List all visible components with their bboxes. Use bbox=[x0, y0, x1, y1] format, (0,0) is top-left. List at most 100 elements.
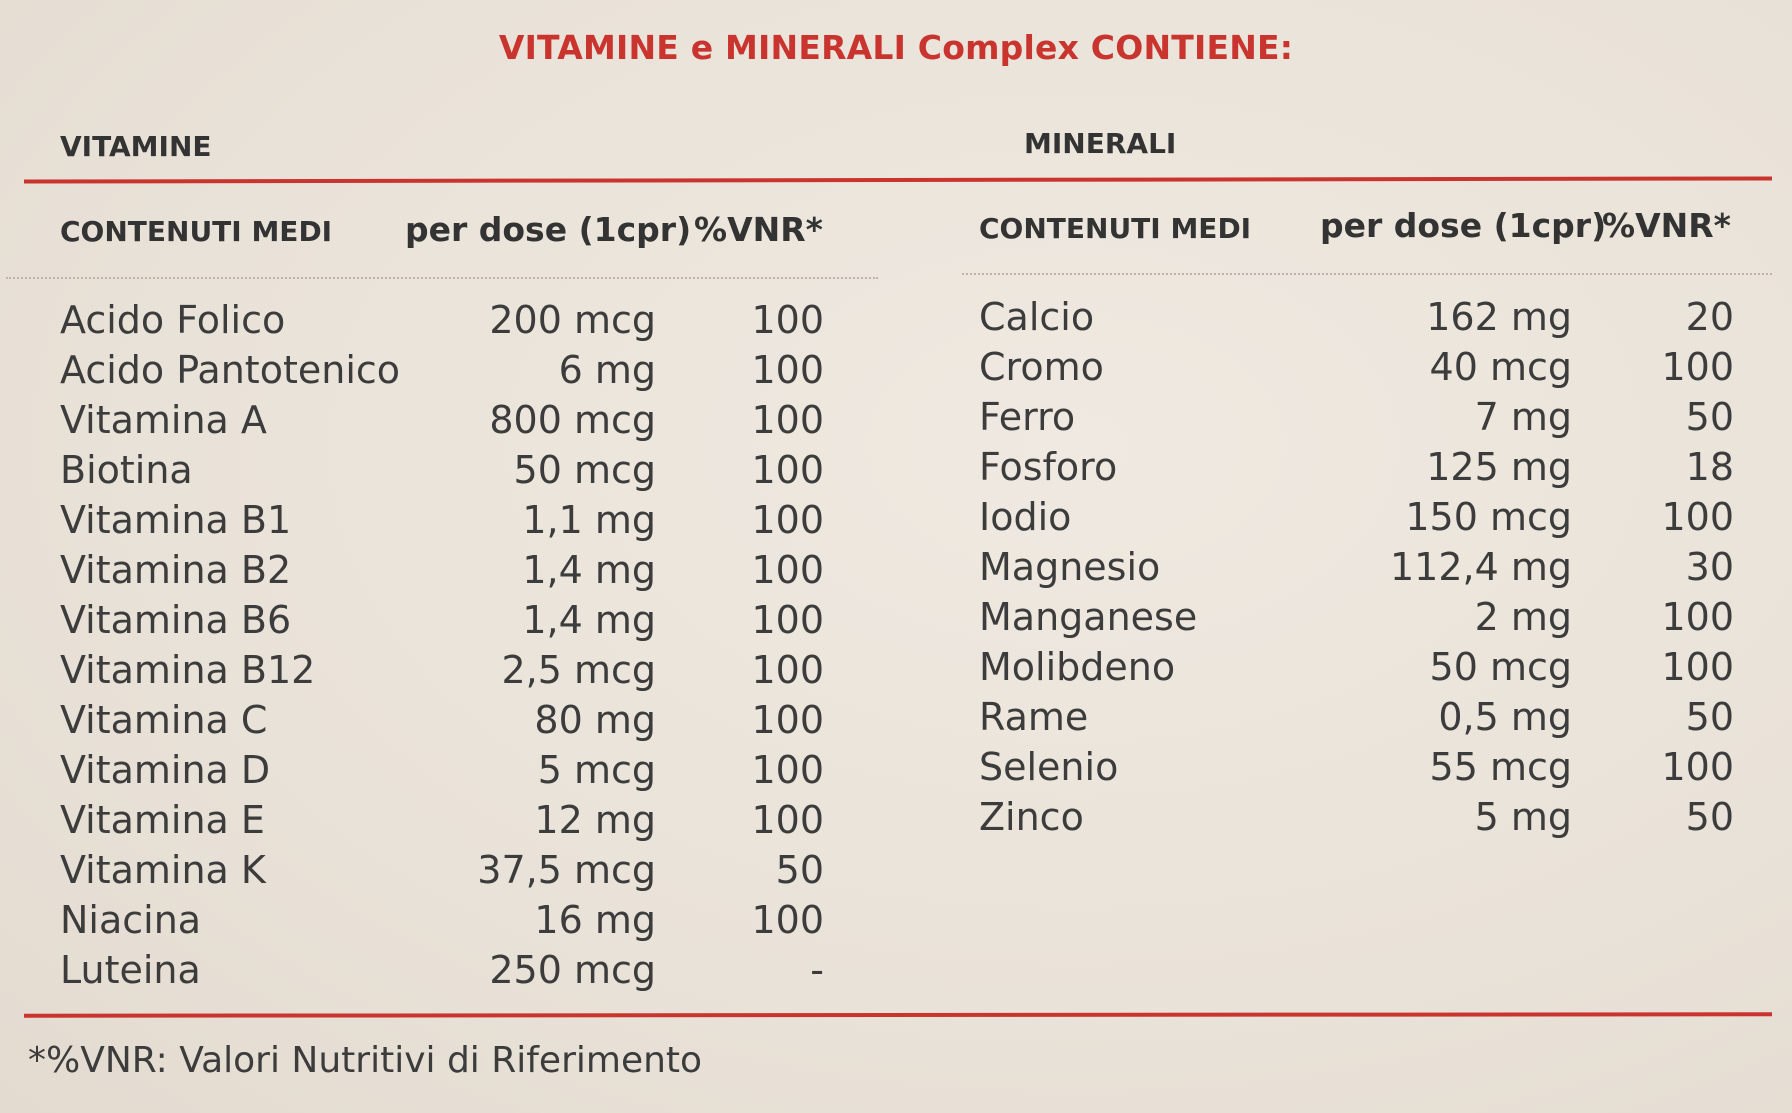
nutrient-vnr: 100 bbox=[751, 798, 824, 842]
top-divider bbox=[23, 176, 1773, 184]
nutrient-dose: 5 mg bbox=[1474, 795, 1572, 839]
nutrient-dose: 2 mg bbox=[1474, 595, 1572, 639]
nutrient-dose: 250 mcg bbox=[489, 948, 656, 992]
nutrient-name: Magnesio bbox=[979, 545, 1161, 589]
vitamine-row: Vitamina E 12 mg 100 bbox=[0, 798, 1792, 848]
nutrient-name: Manganese bbox=[979, 595, 1198, 639]
nutrient-vnr: 100 bbox=[1661, 645, 1734, 689]
nutrient-dose: 50 mcg bbox=[513, 448, 656, 492]
minerali-row: Calcio 162 mg 20 bbox=[0, 295, 1792, 345]
minerali-row: Selenio 55 mcg 100 bbox=[0, 745, 1792, 795]
bottom-divider bbox=[23, 1012, 1773, 1018]
nutrient-vnr: 100 bbox=[1661, 495, 1734, 539]
vitamine-row: Acido Pantotenico 6 mg 100 bbox=[0, 348, 1792, 398]
nutrient-name: Acido Pantotenico bbox=[60, 348, 401, 392]
vitamine-header-divider bbox=[6, 277, 878, 279]
nutrient-vnr: 100 bbox=[751, 898, 824, 942]
vitamine-row: Vitamina B1 1,1 mg 100 bbox=[0, 498, 1792, 548]
minerali-header-dose: per dose (1cpr) bbox=[1320, 206, 1607, 245]
nutrient-name: Selenio bbox=[979, 745, 1119, 789]
vitamine-row: Biotina 50 mcg 100 bbox=[0, 448, 1792, 498]
vitamine-header-dose: per dose (1cpr) bbox=[405, 210, 692, 249]
minerali-row: Manganese 2 mg 100 bbox=[0, 595, 1792, 645]
nutrient-dose: 200 mcg bbox=[489, 298, 656, 342]
nutrient-vnr: 18 bbox=[1685, 445, 1734, 489]
nutrient-vnr: 50 bbox=[1685, 795, 1734, 839]
nutrient-dose: 40 mcg bbox=[1429, 345, 1572, 389]
nutrient-name: Vitamina B2 bbox=[60, 548, 292, 592]
vitamine-header-name: CONTENUTI MEDI bbox=[60, 215, 333, 248]
nutrient-dose: 0,5 mg bbox=[1438, 695, 1572, 739]
nutrient-dose: 125 mg bbox=[1426, 445, 1572, 489]
vitamine-header-vnr: %VNR* bbox=[694, 210, 823, 249]
nutrient-name: Vitamina E bbox=[60, 798, 265, 842]
nutrient-name: Rame bbox=[979, 695, 1089, 739]
nutrient-dose: 50 mcg bbox=[1429, 645, 1572, 689]
nutrient-name: Luteina bbox=[60, 948, 201, 992]
nutrient-vnr: 100 bbox=[1661, 345, 1734, 389]
nutrient-vnr: 100 bbox=[751, 698, 824, 742]
nutrient-name: Molibdeno bbox=[979, 645, 1176, 689]
nutrient-dose: 1,4 mg bbox=[522, 548, 656, 592]
nutrient-name: Biotina bbox=[60, 448, 193, 492]
nutrient-vnr: 50 bbox=[775, 848, 824, 892]
nutrient-vnr: 100 bbox=[1661, 595, 1734, 639]
nutrient-name: Fosforo bbox=[979, 445, 1118, 489]
nutrient-name: Vitamina B1 bbox=[60, 498, 292, 542]
nutrient-name: Vitamina C bbox=[60, 698, 268, 742]
nutrient-name: Iodio bbox=[979, 495, 1072, 539]
nutrient-dose: 1,1 mg bbox=[522, 498, 656, 542]
vitamine-row: Vitamina K 37,5 mcg 50 bbox=[0, 848, 1792, 898]
nutrient-name: Vitamina K bbox=[60, 848, 266, 892]
nutrient-dose: 112,4 mg bbox=[1389, 545, 1572, 589]
vitamine-row: Acido Folico 200 mcg 100 bbox=[0, 298, 1792, 348]
nutrient-dose: 55 mcg bbox=[1429, 745, 1572, 789]
nutrient-vnr: 20 bbox=[1685, 295, 1734, 339]
nutrient-name: Zinco bbox=[979, 795, 1084, 839]
page-title: VITAMINE e MINERALI Complex CONTIENE: bbox=[498, 28, 1294, 67]
nutrient-dose: 16 mg bbox=[534, 898, 656, 942]
nutrient-vnr: 100 bbox=[751, 498, 824, 542]
vitamine-row: Vitamina B6 1,4 mg 100 bbox=[0, 598, 1792, 648]
nutrient-vnr: 100 bbox=[751, 298, 824, 342]
nutrient-dose: 12 mg bbox=[534, 798, 656, 842]
minerali-row: Zinco 5 mg 50 bbox=[0, 795, 1792, 845]
minerali-header-divider bbox=[962, 273, 1772, 275]
nutrient-vnr: 100 bbox=[751, 748, 824, 792]
nutrient-dose: 7 mg bbox=[1474, 395, 1572, 439]
nutrient-vnr: - bbox=[810, 948, 824, 992]
vitamine-row: Vitamina C 80 mg 100 bbox=[0, 698, 1792, 748]
nutrient-vnr: 100 bbox=[751, 398, 824, 442]
nutrient-dose: 37,5 mcg bbox=[477, 848, 656, 892]
vitamine-row: Vitamina B12 2,5 mcg 100 bbox=[0, 648, 1792, 698]
nutrient-name: Vitamina B6 bbox=[60, 598, 292, 642]
nutrient-vnr: 100 bbox=[751, 448, 824, 492]
vitamine-row: Vitamina B2 1,4 mg 100 bbox=[0, 548, 1792, 598]
minerali-row: Molibdeno 50 mcg 100 bbox=[0, 645, 1792, 695]
nutrient-dose: 150 mcg bbox=[1405, 495, 1572, 539]
nutrient-vnr: 100 bbox=[1661, 745, 1734, 789]
minerali-row: Fosforo 125 mg 18 bbox=[0, 445, 1792, 495]
section-label-minerali: MINERALI bbox=[1024, 127, 1177, 160]
minerali-row: Iodio 150 mcg 100 bbox=[0, 495, 1792, 545]
nutrient-vnr: 100 bbox=[751, 598, 824, 642]
nutrient-name: Ferro bbox=[979, 395, 1076, 439]
vitamine-row: Luteina 250 mcg - bbox=[0, 948, 1792, 998]
minerali-row: Ferro 7 mg 50 bbox=[0, 395, 1792, 445]
nutrient-vnr: 100 bbox=[751, 548, 824, 592]
minerali-header-name: CONTENUTI MEDI bbox=[979, 212, 1252, 245]
nutrient-dose: 5 mcg bbox=[537, 748, 656, 792]
nutrient-vnr: 30 bbox=[1685, 545, 1734, 589]
nutrient-name: Vitamina A bbox=[60, 398, 267, 442]
nutrient-vnr: 50 bbox=[1685, 695, 1734, 739]
section-label-vitamine: VITAMINE bbox=[60, 130, 212, 163]
nutrient-name: Cromo bbox=[979, 345, 1104, 389]
nutrient-name: Vitamina D bbox=[60, 748, 271, 792]
nutrient-dose: 162 mg bbox=[1426, 295, 1572, 339]
nutrient-name: Niacina bbox=[60, 898, 202, 942]
vitamine-row: Vitamina A 800 mcg 100 bbox=[0, 398, 1792, 448]
footnote: *%VNR: Valori Nutritivi di Riferimento bbox=[28, 1040, 703, 1081]
minerali-row: Rame 0,5 mg 50 bbox=[0, 695, 1792, 745]
nutrient-vnr: 50 bbox=[1685, 395, 1734, 439]
nutrient-name: Vitamina B12 bbox=[60, 648, 316, 692]
